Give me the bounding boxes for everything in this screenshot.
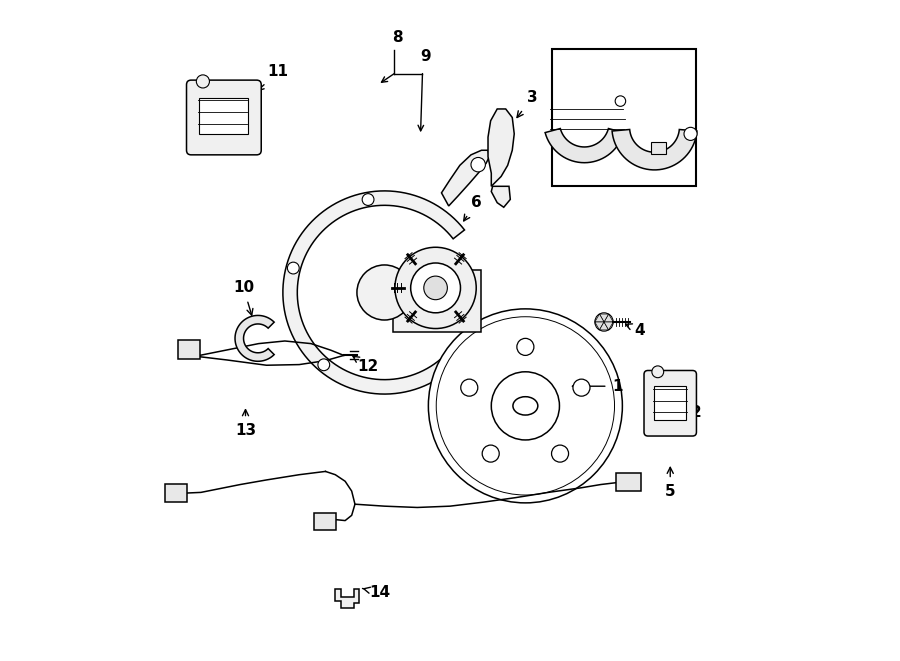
Circle shape <box>573 379 590 396</box>
Circle shape <box>428 309 623 503</box>
Polygon shape <box>336 590 359 607</box>
Circle shape <box>318 359 329 371</box>
Circle shape <box>357 265 412 320</box>
Text: 2: 2 <box>675 405 701 420</box>
Circle shape <box>362 194 374 206</box>
Circle shape <box>552 445 569 462</box>
Circle shape <box>287 262 299 274</box>
Polygon shape <box>595 322 604 330</box>
Circle shape <box>491 371 560 440</box>
Bar <box>616 473 642 491</box>
Text: 14: 14 <box>363 585 391 600</box>
Text: 12: 12 <box>353 356 379 374</box>
Bar <box>552 49 696 186</box>
Bar <box>654 385 686 420</box>
Circle shape <box>395 247 476 329</box>
FancyBboxPatch shape <box>186 80 261 155</box>
Text: 4: 4 <box>626 323 645 338</box>
Polygon shape <box>604 322 613 330</box>
Circle shape <box>410 263 461 313</box>
Circle shape <box>652 366 663 377</box>
Bar <box>178 340 200 360</box>
Circle shape <box>196 75 210 88</box>
Text: 3: 3 <box>517 91 537 118</box>
Polygon shape <box>491 186 510 208</box>
Circle shape <box>517 338 534 356</box>
Polygon shape <box>442 150 490 206</box>
Circle shape <box>482 445 500 462</box>
Text: 11: 11 <box>257 64 289 91</box>
Polygon shape <box>604 314 613 322</box>
Circle shape <box>616 96 625 106</box>
Circle shape <box>461 379 478 396</box>
Ellipse shape <box>513 397 538 415</box>
Text: 7: 7 <box>451 295 465 319</box>
Bar <box>314 514 336 530</box>
Polygon shape <box>393 270 482 332</box>
Circle shape <box>471 157 485 172</box>
Polygon shape <box>612 130 697 170</box>
Circle shape <box>424 276 447 299</box>
Polygon shape <box>488 109 514 186</box>
Bar <box>652 141 666 153</box>
Bar <box>165 484 187 502</box>
Text: 10: 10 <box>233 280 254 315</box>
Circle shape <box>684 128 698 140</box>
Bar <box>199 98 248 134</box>
Text: 5: 5 <box>665 467 676 498</box>
Text: 9: 9 <box>419 49 430 63</box>
Polygon shape <box>283 191 464 394</box>
Text: 6: 6 <box>464 195 482 221</box>
FancyBboxPatch shape <box>644 370 697 436</box>
Polygon shape <box>599 314 608 322</box>
Text: 13: 13 <box>235 410 256 438</box>
Polygon shape <box>599 322 608 330</box>
Polygon shape <box>545 128 624 163</box>
Polygon shape <box>595 314 604 322</box>
Polygon shape <box>235 315 274 362</box>
Text: 1: 1 <box>572 379 623 394</box>
Text: 8: 8 <box>392 30 403 45</box>
